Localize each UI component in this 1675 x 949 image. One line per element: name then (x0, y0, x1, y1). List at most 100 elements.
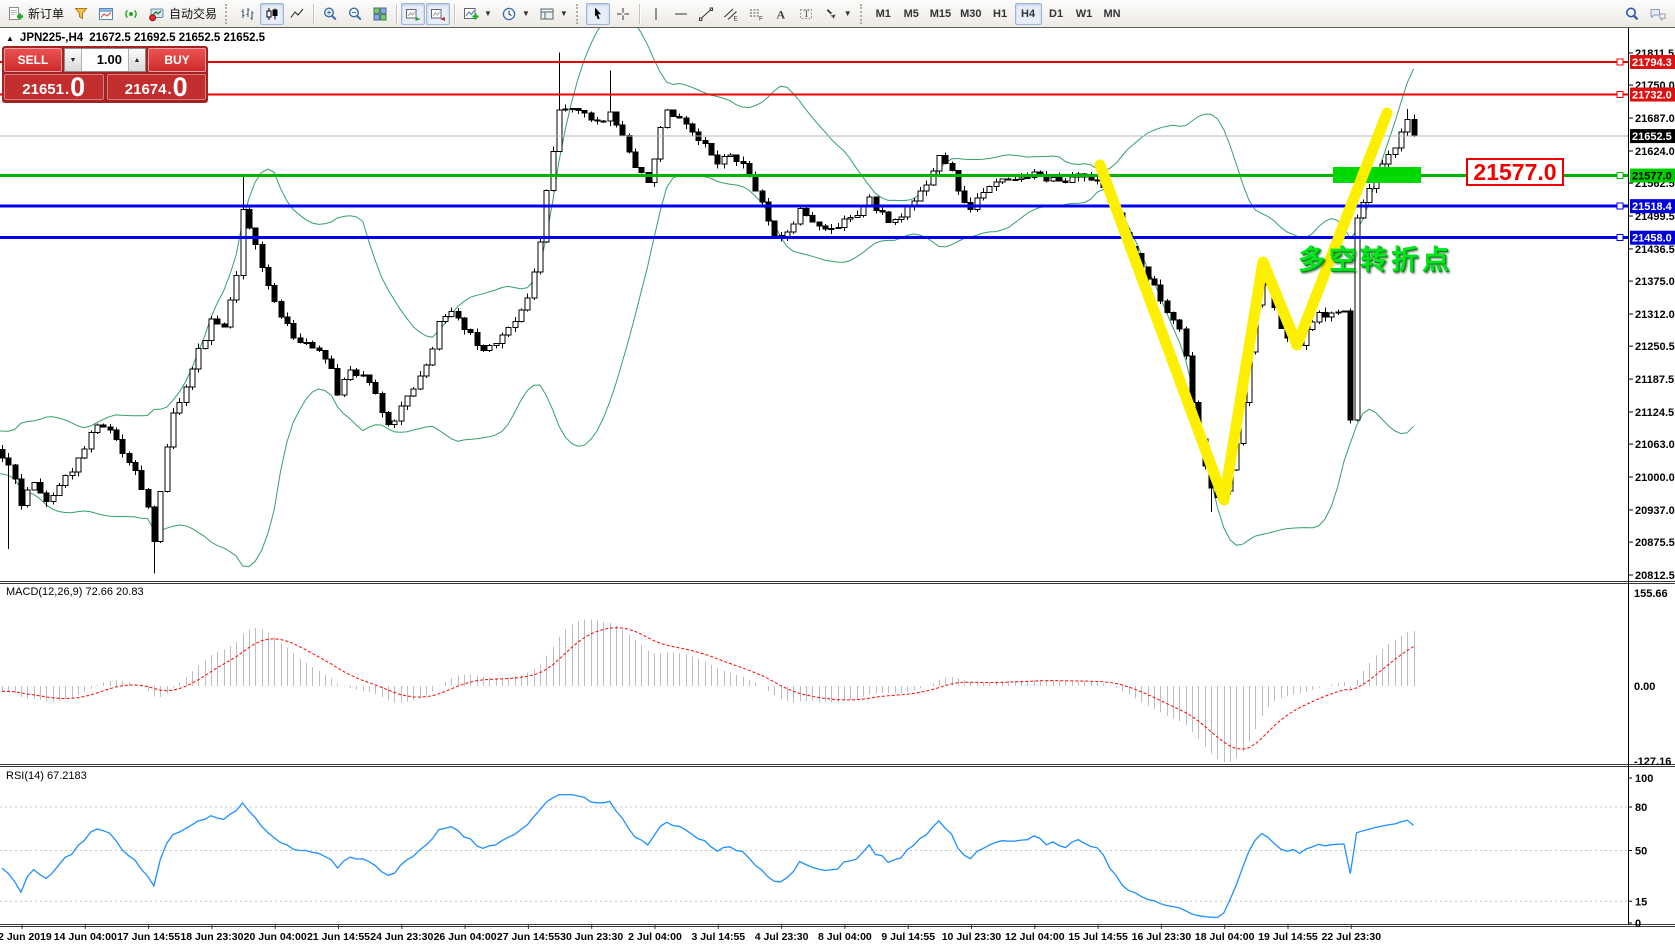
candle-body (790, 223, 797, 233)
candle-body (341, 378, 348, 396)
chart-shift-button[interactable] (426, 2, 451, 25)
chart-window[interactable]: 21811.5 21750.0 21687.0 21624.0 21562.5 21499… (0, 28, 1675, 949)
candle-body (113, 429, 120, 441)
periods-button[interactable]: ▼ (497, 3, 534, 25)
turning-point-annotation[interactable]: 多空转折点 (1298, 245, 1453, 275)
timeframe-d1-button[interactable]: D1 (1049, 7, 1064, 20)
oneclick-collapse-arrow[interactable]: ▲ (6, 33, 14, 43)
cursor-icon (594, 7, 601, 19)
crosshair-button[interactable] (611, 3, 635, 25)
buy-price-main: 21674 (124, 81, 167, 98)
candle-body (942, 154, 949, 165)
chat-button[interactable] (1645, 3, 1671, 25)
candle-body (259, 243, 266, 269)
candle-body (360, 374, 367, 377)
zoom-out-button[interactable] (343, 3, 367, 25)
timeframe-w1-button[interactable]: W1 (1075, 7, 1093, 20)
support-price-label[interactable]: 21577.0 (1466, 158, 1564, 186)
candle-body (727, 154, 734, 157)
volume-decrease-button[interactable]: ▼ (65, 49, 82, 71)
rsi-indicator-label: RSI(14) 67.2183 (6, 770, 87, 782)
candle-body (391, 420, 398, 425)
charts-window-button[interactable] (94, 3, 118, 25)
autotrading-button[interactable]: 自动交易 (144, 3, 221, 25)
hline-anchor (1616, 91, 1624, 99)
time-label: 21 Jun 14:55 (307, 931, 370, 943)
chart-svg[interactable]: 21811.521750.021687.021624.021562.521499… (0, 28, 1675, 949)
toolbar-separator (454, 3, 456, 24)
vertical-line-button[interactable] (644, 3, 668, 25)
bar-chart-button[interactable] (235, 3, 259, 25)
candle-body (214, 318, 221, 325)
search-button[interactable] (1620, 3, 1644, 25)
cursor-button[interactable] (585, 2, 610, 25)
timeframe-h4-button[interactable]: H4 (1014, 2, 1042, 25)
auto-scroll-button[interactable] (401, 2, 426, 25)
time-label: 2 Jul 04:00 (628, 931, 682, 943)
candle-body (461, 317, 468, 330)
candle-body (410, 388, 417, 397)
time-label: 9 Jul 14:55 (881, 931, 935, 943)
timeframe-m15-button[interactable]: M15 (929, 7, 952, 20)
candle-body (227, 299, 234, 328)
toolbar-grip[interactable] (575, 3, 582, 24)
toolbar-grip[interactable] (225, 3, 231, 24)
candlestick-chart-button[interactable] (260, 2, 285, 25)
candle-body (208, 318, 215, 342)
sell-price[interactable]: 21651. 0 (4, 74, 104, 101)
text-label-button[interactable]: T (794, 3, 818, 25)
text-icon: A (776, 7, 785, 21)
volume-increase-button[interactable]: ▲ (128, 49, 145, 71)
svg-text:21375.0: 21375.0 (1635, 276, 1675, 288)
toolbar-separator (396, 3, 398, 24)
timeframe-m30-button[interactable]: M30 (960, 7, 982, 20)
buy-button[interactable]: BUY (148, 48, 206, 72)
timeframe-m1-button[interactable]: M1 (875, 7, 891, 20)
buy-price[interactable]: 21674. 0 (106, 74, 206, 101)
fibonacci-button[interactable]: F (744, 3, 768, 25)
candle-body (353, 369, 360, 376)
candle-body (955, 170, 962, 192)
highlight-rectangle[interactable] (1333, 167, 1421, 183)
horizontal-line-button[interactable] (669, 3, 693, 25)
timeframe-m5-button[interactable]: M5 (903, 7, 919, 20)
time-label: 18 Jul 04:00 (1195, 931, 1255, 943)
text-button[interactable]: A (769, 3, 793, 25)
zoom-in-button[interactable] (318, 3, 342, 25)
trendline-button[interactable] (694, 3, 718, 25)
signals-button[interactable] (119, 3, 143, 25)
candle-body (423, 364, 430, 377)
price-axis: 21811.521750.021687.021624.021562.521499… (1628, 48, 1675, 582)
price-badge-21458.0 (1630, 230, 1675, 245)
indicators-button[interactable]: ▼ (459, 3, 496, 25)
volume-input[interactable]: 1.00 (96, 52, 122, 67)
line-chart-button[interactable] (285, 3, 309, 25)
toolbar-grip[interactable] (859, 3, 866, 24)
timeframe-mn-button[interactable]: MN (1103, 7, 1121, 20)
candle-body (170, 412, 177, 448)
template-button[interactable]: ▼ (535, 3, 572, 25)
timeframe-h1-button[interactable]: H1 (993, 7, 1008, 20)
tile-windows-button[interactable] (368, 3, 392, 25)
svg-text:T: T (803, 10, 809, 20)
sell-button[interactable]: SELL (4, 48, 62, 72)
arrows-button[interactable]: ▼ (819, 3, 856, 25)
trend-zigzag-annotation[interactable] (1094, 107, 1393, 506)
candle-body (1024, 177, 1031, 180)
candle-body (885, 211, 892, 224)
candle-body (822, 225, 829, 230)
profile-button[interactable] (69, 3, 93, 25)
time-label: 10 Jul 23:30 (942, 931, 1002, 943)
candle-body (240, 208, 247, 276)
hline-anchor (1616, 58, 1624, 66)
svg-text:21624.0: 21624.0 (1635, 146, 1675, 158)
channel-button[interactable]: E (719, 3, 743, 25)
candle-body (404, 395, 411, 407)
candle-body (626, 134, 633, 153)
new-order-button[interactable]: 新订单 (4, 3, 68, 25)
candle-body (854, 214, 861, 219)
time-label: 27 Jun 14:55 (497, 931, 560, 943)
candle-body (1316, 311, 1323, 323)
time-label: 22 Jul 23:30 (1322, 931, 1382, 943)
